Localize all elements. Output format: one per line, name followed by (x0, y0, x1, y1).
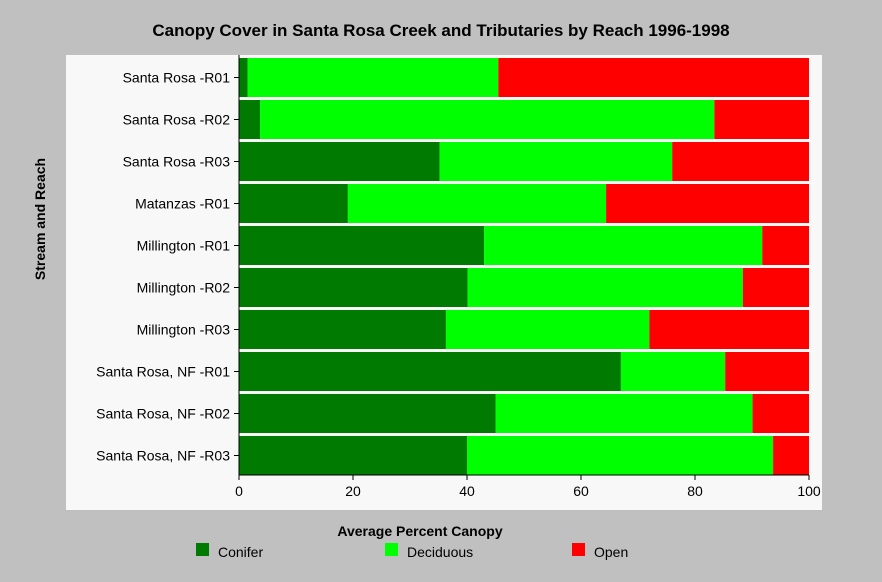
bar-open-santa-rosa-r03 (672, 142, 809, 181)
bar-conifer-millington-r03 (239, 310, 446, 349)
x-tick-label: 80 (687, 483, 703, 499)
bar-open-santa-rosa-r02 (714, 100, 809, 139)
bar-conifer-santa-rosa-nf-r02 (239, 394, 496, 433)
bar-conifer-santa-rosa-r01 (239, 58, 248, 97)
category-label: Santa Rosa -R03 (123, 154, 231, 170)
bar-conifer-santa-rosa-nf-r01 (239, 352, 621, 391)
category-label: Santa Rosa, NF -R03 (96, 448, 230, 464)
x-tick-label: 100 (797, 483, 821, 499)
bar-open-millington-r01 (762, 226, 809, 265)
bar-deciduous-santa-rosa-r02 (260, 100, 715, 139)
bar-open-matanzas-r01 (606, 184, 809, 223)
legend: Conifer Deciduous Open (196, 543, 628, 560)
bar-deciduous-santa-rosa-nf-r02 (495, 394, 753, 433)
category-label: Matanzas -R01 (135, 196, 230, 212)
legend-swatch-conifer (196, 543, 209, 556)
bar-open-santa-rosa-nf-r03 (773, 436, 809, 475)
category-label: Santa Rosa, NF -R01 (96, 364, 230, 380)
x-tick-label: 40 (459, 483, 475, 499)
x-tick-label: 60 (573, 483, 589, 499)
bar-open-millington-r03 (649, 310, 809, 349)
bar-deciduous-millington-r03 (445, 310, 650, 349)
legend-label-deciduous: Deciduous (407, 544, 473, 560)
bar-deciduous-millington-r01 (484, 226, 763, 265)
bar-deciduous-santa-rosa-r03 (439, 142, 673, 181)
category-label: Millington -R03 (137, 322, 231, 338)
bar-open-santa-rosa-nf-r01 (725, 352, 809, 391)
legend-label-open: Open (594, 544, 628, 560)
category-labels: Santa Rosa -R01 Santa Rosa -R02 Santa Rosa… (96, 70, 239, 464)
bars-group (239, 58, 809, 475)
bar-conifer-matanzas-r01 (239, 184, 348, 223)
x-axis-title: Average Percent Canopy (337, 523, 502, 539)
y-axis-title: Stream and Reach (32, 158, 48, 280)
bar-conifer-santa-rosa-nf-r03 (239, 436, 467, 475)
bar-conifer-santa-rosa-r02 (239, 100, 261, 139)
legend-swatch-open (572, 543, 585, 556)
bar-deciduous-santa-rosa-r01 (247, 58, 499, 97)
bar-open-millington-r02 (742, 268, 809, 307)
legend-label-conifer: Conifer (218, 544, 263, 560)
x-axis: 0 20 40 60 80 100 (235, 55, 821, 499)
bar-conifer-santa-rosa-r03 (239, 142, 440, 181)
chart-title: Canopy Cover in Santa Rosa Creek and Tri… (152, 21, 729, 40)
bar-open-santa-rosa-nf-r02 (752, 394, 809, 433)
bar-open-santa-rosa-r01 (498, 58, 809, 97)
category-label: Santa Rosa -R02 (123, 112, 231, 128)
category-label: Millington -R02 (137, 280, 231, 296)
category-label: Santa Rosa -R01 (123, 70, 231, 86)
bar-deciduous-santa-rosa-nf-r01 (620, 352, 726, 391)
bar-conifer-millington-r02 (239, 268, 468, 307)
bar-deciduous-millington-r02 (467, 268, 743, 307)
bar-conifer-millington-r01 (239, 226, 485, 265)
category-label: Millington -R01 (137, 238, 231, 254)
x-tick-label: 0 (235, 483, 243, 499)
bar-deciduous-matanzas-r01 (347, 184, 607, 223)
x-tick-label: 20 (345, 483, 361, 499)
bar-deciduous-santa-rosa-nf-r03 (467, 436, 774, 475)
legend-swatch-deciduous (385, 543, 398, 556)
category-label: Santa Rosa, NF -R02 (96, 406, 230, 422)
